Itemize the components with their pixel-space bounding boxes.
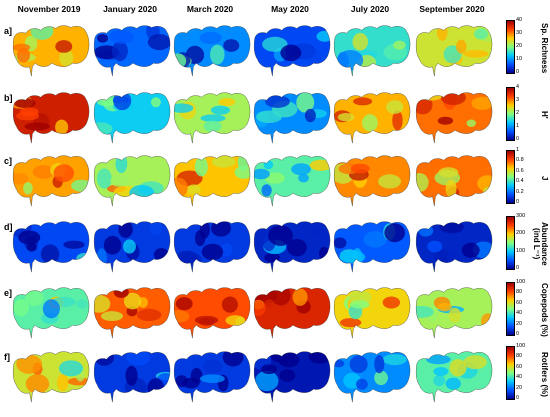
map-row5-col3 [173,287,251,339]
colorbar-tick: 40 [516,17,523,23]
colorbar-tick: 10 [516,56,523,62]
map-row1-col5 [333,25,411,77]
column-title-6: September 2020 [419,4,485,14]
map-row4-col3 [173,221,251,273]
colorbar-tick: 20 [516,320,523,327]
column-title-5: July 2020 [350,4,390,14]
colorbar-tick: 60 [516,363,523,370]
variable-label-4: Abundance (ind L⁻¹) [532,222,549,266]
map-row1-col1 [12,25,90,77]
map-row1-col6 [415,25,493,77]
colorbar-tick: 0 [516,331,520,337]
map-row4-col2 [93,221,171,273]
map-row2-col3 [173,92,251,144]
colorbar-tick: 20 [516,384,523,391]
colorbar-tick: 100 [516,247,526,254]
variable-label-3: J [540,175,549,181]
map-row5-col6 [415,287,493,339]
variable-label-1: Sp. Richness [540,22,549,74]
map-row6-col5 [333,351,411,403]
colorbar-tick: 40 [516,310,523,317]
map-row3-col4 [253,155,331,207]
colorbar-tick: 100 [516,279,526,285]
colorbar-6 [506,346,515,400]
colorbar-tick: 0 [516,69,520,75]
map-row5-col1 [12,287,90,339]
row-label-2: b] [4,93,13,103]
map-row2-col5 [333,92,411,144]
colorbar-4 [506,216,515,270]
colorbar-tick: 100 [516,343,526,349]
colorbar-tick: 300 [516,213,526,219]
column-title-3: March 2020 [186,4,234,14]
map-row6-col2 [93,351,171,403]
colorbar-tick: 80 [516,353,523,360]
column-title-1: November 2019 [17,4,81,14]
map-row1-col3 [173,25,251,77]
colorbar-tick: 20 [516,43,523,49]
row-label-1: a] [4,26,13,36]
map-row4-col6 [415,221,493,273]
colorbar-tick: 200 [516,230,526,237]
map-row3-col6 [415,155,493,207]
colorbar-tick: 1 [516,147,520,153]
row-label-5: e] [4,288,13,298]
map-row2-col6 [415,92,493,144]
colorbar-tick: 40 [516,374,523,381]
map-row2-col2 [93,92,171,144]
map-row3-col2 [93,155,171,207]
colorbar-1 [506,20,515,74]
colorbar-tick: 2 [516,110,520,116]
map-row3-col3 [173,155,251,207]
map-row3-col5 [333,155,411,207]
map-row4-col4 [253,221,331,273]
map-row6-col3 [173,351,251,403]
map-row5-col2 [93,287,171,339]
colorbar-2 [506,87,515,141]
colorbar-tick: 1 [516,123,520,129]
map-row6-col4 [253,351,331,403]
variable-label-6: Rotifers (%) [540,351,549,397]
map-row5-col5 [333,287,411,339]
map-row3-col1 [12,155,90,207]
column-title-2: January 2020 [103,4,157,14]
colorbar-tick: 0 [516,395,520,401]
colorbar-tick: 30 [516,30,523,36]
row-label-3: c] [4,156,13,166]
colorbar-tick: 4 [516,84,520,90]
map-row6-col6 [415,351,493,403]
row-label-4: d] [4,222,13,232]
colorbar-tick: 80 [516,289,523,296]
map-row4-col5 [333,221,411,273]
colorbar-tick: 0 [516,199,520,205]
colorbar-tick: 0.8 [516,157,524,164]
colorbar-3 [506,150,515,204]
map-row6-col1 [12,351,90,403]
map-row5-col4 [253,287,331,339]
colorbar-5 [506,282,515,336]
colorbar-tick: 0 [516,265,520,271]
colorbar-tick: 0.4 [516,178,524,185]
variable-label-2: H' [540,111,549,119]
variable-label-5: Copepods (%) [540,283,549,337]
colorbar-tick: 0.6 [516,167,524,174]
map-row4-col1 [12,221,90,273]
colorbar-tick: 0 [516,136,520,142]
map-row2-col1 [12,92,90,144]
row-label-6: f] [4,352,10,362]
map-row1-col2 [93,25,171,77]
map-row2-col4 [253,92,331,144]
column-title-4: May 2020 [271,4,309,14]
colorbar-tick: 60 [516,299,523,306]
colorbar-tick: 3 [516,97,520,103]
colorbar-tick: 0.2 [516,188,524,195]
map-row1-col4 [253,25,331,77]
